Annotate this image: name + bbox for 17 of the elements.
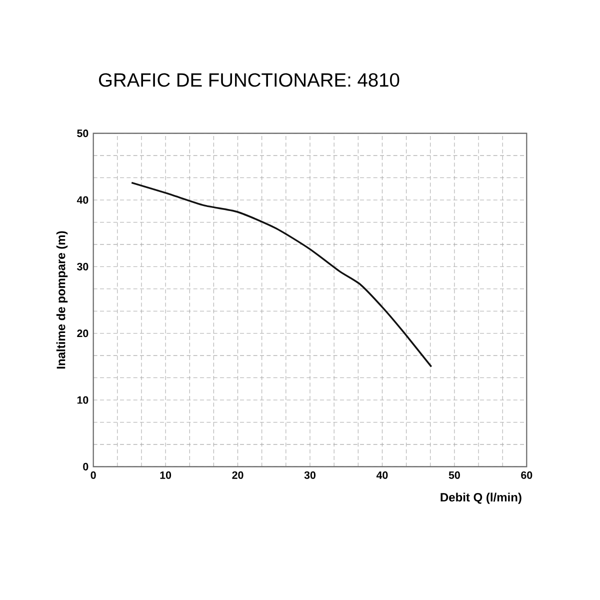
y-tick-label: 30 (77, 262, 88, 270)
x-axis-title: Debit Q (l/min) (440, 492, 522, 504)
y-tick-label: 20 (77, 330, 88, 338)
y-tick-label: 0 (83, 462, 88, 470)
y-axis-title: Inaltime de pompare (m) (56, 231, 68, 369)
y-tick-label: 10 (77, 396, 88, 404)
x-tick-label: 40 (376, 471, 388, 479)
x-tick-label: 30 (304, 471, 316, 479)
y-tick-label: 50 (77, 130, 88, 138)
x-tick-label: 10 (160, 471, 172, 479)
x-tick-label: 20 (232, 471, 244, 479)
x-tick-label: 60 (521, 471, 532, 479)
x-tick-label: 0 (90, 471, 96, 479)
chart-title: GRAFIC DE FUNCTIONARE: 4810 (99, 73, 400, 87)
y-tick-label: 40 (76, 196, 88, 204)
x-tick-label: 50 (448, 471, 460, 479)
line-series (130, 182, 432, 368)
